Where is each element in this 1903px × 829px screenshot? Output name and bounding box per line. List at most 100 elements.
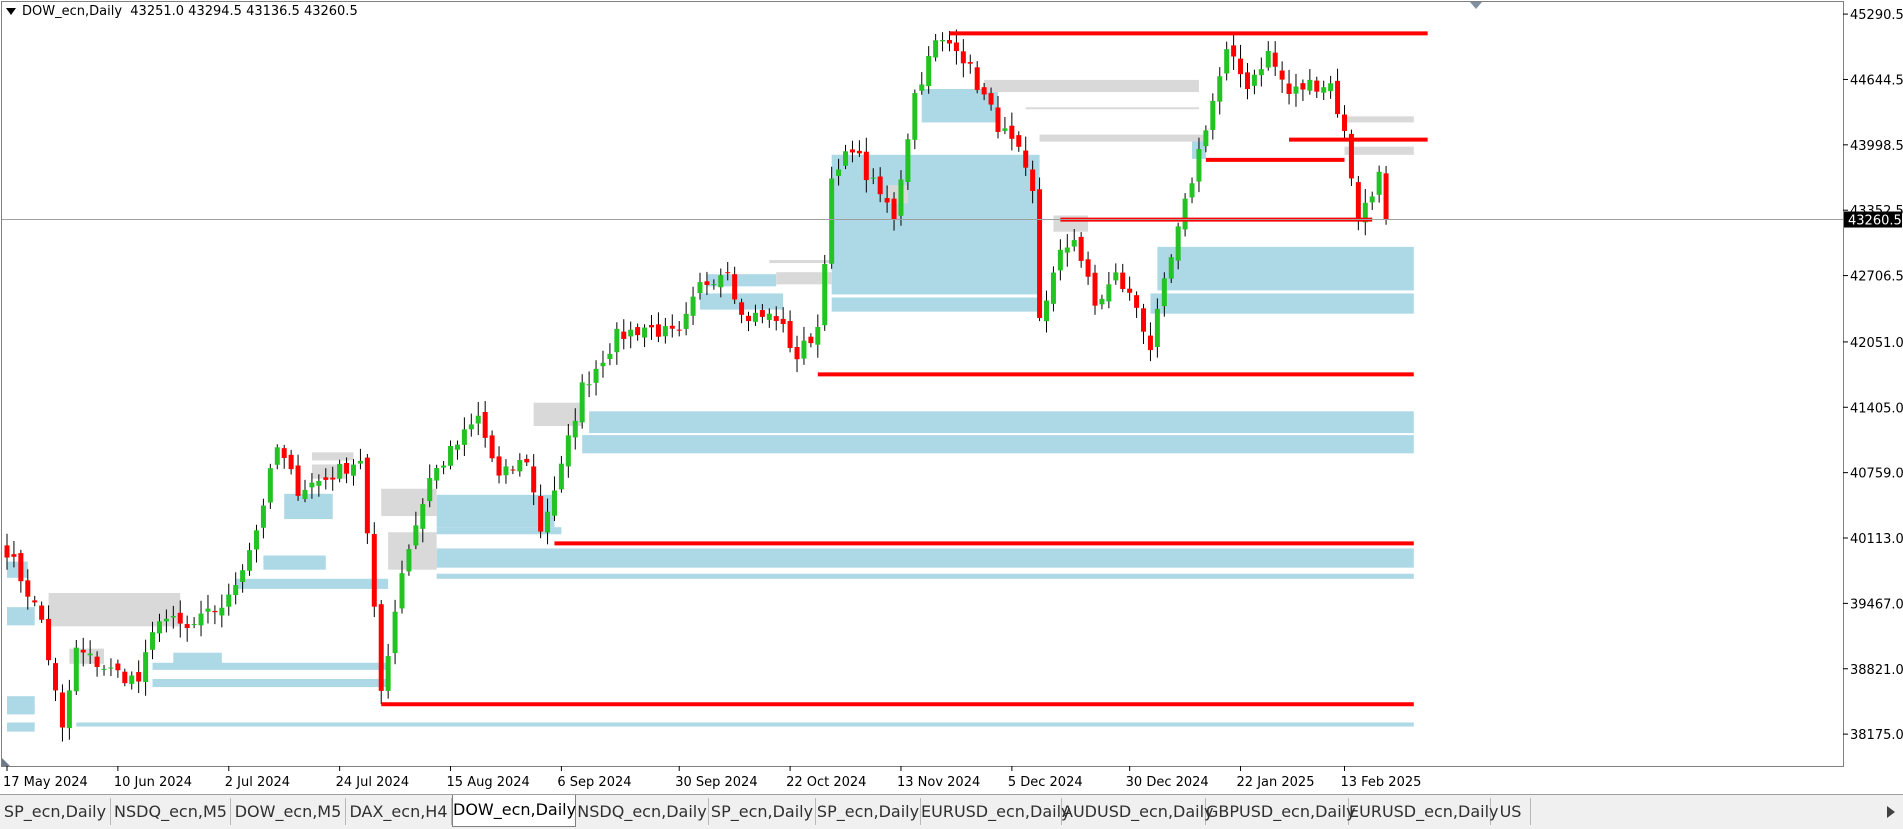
candle-body [891, 198, 897, 220]
supply-zone [1025, 107, 1199, 110]
candle-body [1376, 171, 1382, 195]
candle-body [572, 420, 578, 438]
candle-body [1203, 130, 1209, 147]
candle-body [1224, 49, 1230, 74]
candle-body [413, 525, 419, 546]
candle-body [946, 39, 952, 44]
candle-body [406, 549, 412, 572]
candle-body [87, 653, 93, 656]
candle-body [1030, 169, 1036, 191]
chart-shift-icon[interactable] [2, 758, 10, 766]
candle-body [739, 302, 745, 315]
candle-body [1272, 52, 1278, 67]
demand-zone [7, 607, 35, 626]
candle-body [849, 149, 855, 153]
candle-body [441, 465, 447, 468]
chart-tab[interactable]: EURUSD_ecn,Daily [1349, 798, 1498, 825]
candle-body [1300, 83, 1306, 90]
tab-scroll-right-icon[interactable] [1881, 795, 1903, 828]
candle-body [198, 613, 204, 626]
candle-body [468, 424, 474, 430]
candle-body [503, 466, 509, 476]
candle-body [1050, 272, 1056, 304]
plot-area[interactable] [1, 1, 1844, 767]
candle-body [801, 340, 807, 359]
chart-tab[interactable]: NSDQ_ecn,Daily [576, 798, 709, 825]
candle-body [822, 264, 828, 326]
candle-body [32, 600, 38, 603]
chart-window[interactable]: 45290.544644.543998.543352.542706.542051… [0, 0, 1903, 794]
y-tick-label: 40759.0 [1850, 467, 1903, 482]
candle-body [1168, 257, 1174, 279]
candle-body [808, 336, 814, 344]
candle-body [156, 621, 162, 634]
y-tick-label: 42706.5 [1850, 270, 1903, 285]
demand-zone [7, 696, 35, 715]
candle-body [122, 671, 128, 684]
candle-body [551, 490, 557, 516]
x-tick-label: 22 Oct 2024 [786, 775, 866, 790]
chart-tab[interactable]: DOW_ecn,M5 [231, 798, 346, 825]
y-tick-label: 44644.5 [1850, 73, 1903, 88]
y-tick-label: 38821.0 [1850, 663, 1903, 678]
demand-zone [831, 297, 1040, 312]
candle-body [898, 179, 904, 216]
candle-body [399, 573, 405, 609]
demand-zone [7, 722, 35, 732]
collapse-triangle-icon[interactable] [6, 8, 16, 15]
candle-body [378, 604, 384, 691]
candle-body [344, 462, 350, 474]
chart-tab[interactable]: AUDUSD_ecn,Daily [1062, 798, 1214, 825]
candle-body [25, 580, 31, 597]
candle-body [1238, 58, 1244, 75]
candle-body [1057, 249, 1063, 271]
candle-body [316, 481, 322, 486]
candle-body [732, 274, 738, 300]
candle-body [233, 585, 239, 596]
supply-zone [48, 592, 181, 627]
candle-body [718, 275, 724, 288]
demand-zone [921, 89, 998, 123]
chart-tab[interactable]: DAX_ecn,H4 [346, 798, 452, 825]
demand-zone [152, 662, 389, 670]
chart-tab[interactable]: GBPUSD_ecn,Daily [1206, 798, 1356, 825]
candle-body [1286, 83, 1292, 94]
candle-body [614, 328, 620, 353]
chart-tab[interactable]: NSDQ_ecn,M5 [111, 798, 231, 825]
chart-tab[interactable]: SP_ecn,Daily [0, 798, 111, 825]
chart-tab[interactable]: DOW_ecn,Daily [452, 795, 576, 827]
candle-body [136, 672, 142, 682]
demand-zone [907, 165, 1026, 190]
candle-body [385, 656, 391, 691]
supply-zone [776, 272, 832, 285]
chart-tab[interactable]: EURUSD_ecn,Daily [921, 798, 1070, 825]
candle-body [870, 177, 876, 179]
candle-body [940, 40, 946, 42]
candle-body [856, 150, 862, 154]
chart-tab[interactable]: SP_ecn,Daily [816, 798, 921, 825]
candle-body [59, 692, 65, 728]
demand-zone [284, 493, 333, 520]
candle-body [351, 464, 356, 476]
candle-body [371, 534, 377, 607]
candle-body [690, 296, 696, 316]
candle-body [981, 87, 987, 95]
candle-body [1244, 72, 1250, 90]
candle-body [1369, 196, 1375, 203]
candle-body [676, 329, 682, 331]
candle-body [1231, 45, 1237, 57]
candle-body [489, 435, 495, 459]
candle-body [11, 554, 17, 557]
candle-body [1009, 125, 1015, 139]
candle-body [1182, 198, 1188, 230]
candle-body [579, 382, 585, 423]
y-tick-label: 45290.5 [1850, 8, 1903, 23]
chart-tab[interactable]: US [1491, 798, 1531, 825]
demand-zone [263, 555, 326, 570]
candle-body [621, 331, 627, 339]
candle-body [1314, 80, 1320, 92]
chart-tab[interactable]: SP_ecn,Daily [709, 798, 816, 825]
candle-body [766, 313, 772, 320]
price-chart[interactable]: 45290.544644.543998.543352.542706.542051… [0, 0, 1903, 794]
candle-body [454, 444, 460, 450]
